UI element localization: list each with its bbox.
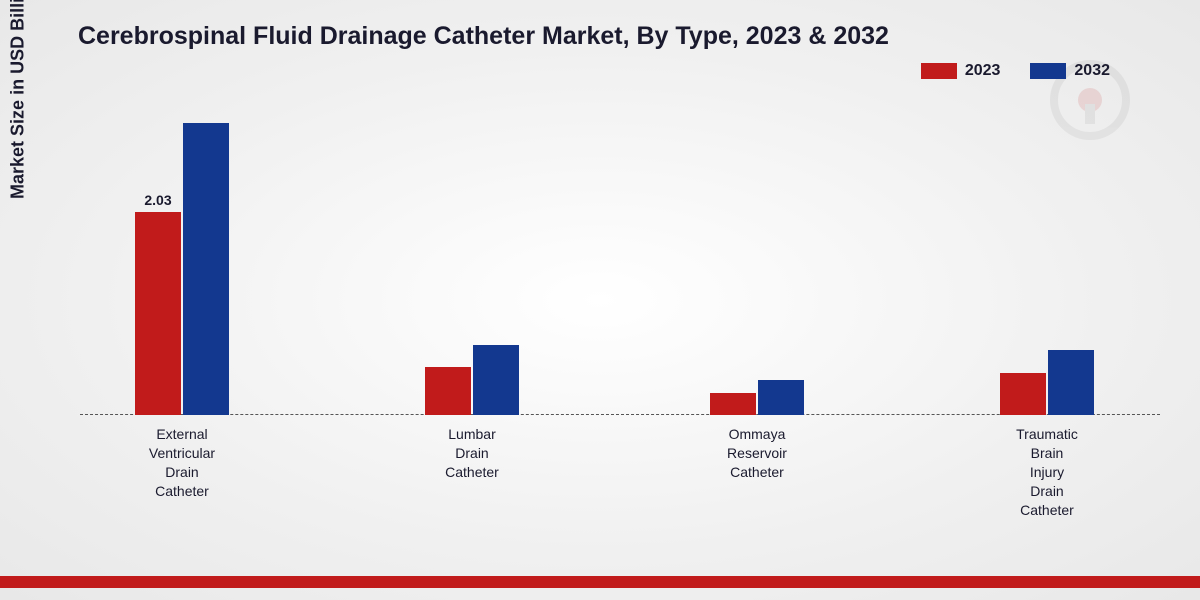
legend-label-2023: 2023 [965, 62, 1001, 80]
legend-swatch-2032 [1030, 63, 1066, 79]
legend-swatch-2023 [921, 63, 957, 79]
y-axis-label: Market Size in USD Billion [8, 0, 29, 199]
category-label-0: ExternalVentricularDrainCatheter [112, 425, 252, 501]
x-axis-labels: ExternalVentricularDrainCatheter LumbarD… [80, 415, 1160, 535]
category-label-1: LumbarDrainCatheter [402, 425, 542, 482]
legend-item-2023: 2023 [921, 62, 1001, 80]
bar-2032-cat3 [1048, 350, 1094, 415]
bar-group-2 [710, 380, 804, 415]
bar-group-1 [425, 345, 519, 415]
bar-value-label: 2.03 [144, 192, 171, 208]
footer-accent-bar [0, 576, 1200, 588]
bar-2023-cat1 [425, 367, 471, 415]
category-label-2: OmmayaReservoirCatheter [687, 425, 827, 482]
bar-2032-cat2 [758, 380, 804, 415]
bar-group-0: 2.03 [135, 123, 229, 415]
bar-2023-cat3 [1000, 373, 1046, 415]
chart-title: Cerebrospinal Fluid Drainage Catheter Ma… [78, 22, 889, 51]
legend-item-2032: 2032 [1030, 62, 1110, 80]
legend: 2023 2032 [921, 62, 1110, 80]
bar-2032-cat1 [473, 345, 519, 415]
bar-group-3 [1000, 350, 1094, 415]
legend-label-2032: 2032 [1074, 62, 1110, 80]
category-label-3: TraumaticBrainInjuryDrainCatheter [977, 425, 1117, 519]
bar-2032-cat0 [183, 123, 229, 415]
chart-plot-area: 2.03 [80, 95, 1160, 415]
bar-2023-cat0: 2.03 [135, 212, 181, 415]
bar-2023-cat2 [710, 393, 756, 415]
